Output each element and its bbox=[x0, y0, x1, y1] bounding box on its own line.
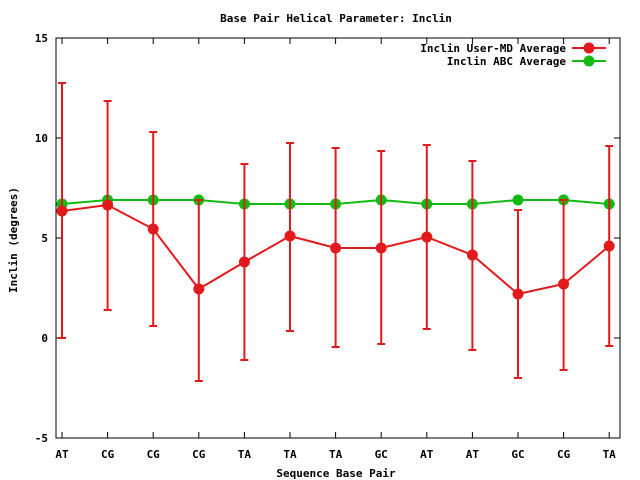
x-tick-label: CG bbox=[192, 448, 206, 461]
x-tick-label: CG bbox=[101, 448, 115, 461]
x-tick-label: CG bbox=[557, 448, 571, 461]
data-point bbox=[558, 278, 570, 290]
legend-swatch-point bbox=[583, 55, 595, 67]
chart-title: Base Pair Helical Parameter: Inclin bbox=[220, 12, 452, 25]
y-tick-label: -5 bbox=[35, 432, 48, 445]
x-tick-label: CG bbox=[147, 448, 161, 461]
data-point bbox=[603, 240, 615, 252]
x-tick-label: TA bbox=[283, 448, 297, 461]
data-point bbox=[147, 223, 159, 235]
x-tick-label: TA bbox=[238, 448, 252, 461]
data-point bbox=[512, 194, 524, 206]
y-tick-label: 15 bbox=[35, 32, 48, 45]
series-user-md bbox=[56, 82, 615, 382]
x-tick-label: GC bbox=[375, 448, 388, 461]
data-point bbox=[375, 242, 387, 254]
x-tick-label: AT bbox=[420, 448, 434, 461]
x-axis-label: Sequence Base Pair bbox=[276, 467, 396, 480]
data-point bbox=[466, 249, 478, 261]
y-tick-label: 0 bbox=[41, 332, 48, 345]
x-tick-label: TA bbox=[329, 448, 343, 461]
data-point bbox=[56, 205, 68, 217]
axes: -5 0 5 10 15 AT CG CG CG TA TA TA GC AT AT GC CG TA bbox=[35, 32, 620, 461]
data-point bbox=[284, 230, 296, 242]
y-axis-label: Inclin (degrees) bbox=[7, 187, 20, 293]
x-tick-label: TA bbox=[603, 448, 617, 461]
legend-label: Inclin User-MD Average bbox=[420, 42, 566, 55]
data-point bbox=[102, 199, 114, 211]
x-tick-label: GC bbox=[511, 448, 524, 461]
data-point bbox=[330, 242, 342, 254]
x-tick-label: AT bbox=[466, 448, 480, 461]
legend-label: Inclin ABC Average bbox=[447, 55, 567, 68]
y-tick-label: 10 bbox=[35, 132, 48, 145]
data-point bbox=[238, 256, 250, 268]
data-point bbox=[512, 288, 524, 300]
data-point bbox=[421, 231, 433, 243]
legend-swatch-point bbox=[583, 42, 595, 54]
y-tick-label: 5 bbox=[41, 232, 48, 245]
data-point bbox=[193, 283, 205, 295]
x-tick-label: AT bbox=[55, 448, 69, 461]
series-layer bbox=[56, 82, 615, 382]
